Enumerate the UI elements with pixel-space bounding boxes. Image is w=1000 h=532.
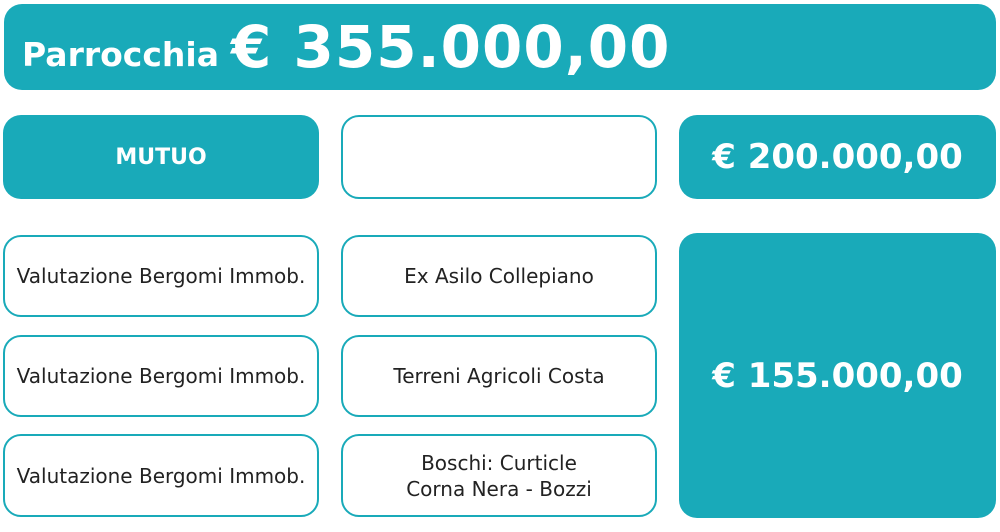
header-amount: € 355.000,00 — [231, 13, 671, 81]
empty-box — [341, 115, 657, 199]
property-line-2: Corna Nera - Bozzi — [406, 476, 592, 501]
property-box-3: Boschi: Curticle Corna Nera - Bozzi — [341, 434, 657, 517]
property-box-2: Terreni Agricoli Costa — [341, 335, 657, 417]
mutuo-box: MUTUO — [3, 115, 319, 199]
valuation-total-box: € 155.000,00 — [679, 233, 996, 518]
property-box-1: Ex Asilo Collepiano — [341, 235, 657, 317]
mutuo-amount-box: € 200.000,00 — [679, 115, 996, 199]
valuation-box-2: Valutazione Bergomi Immob. — [3, 335, 319, 417]
valuation-box-1: Valutazione Bergomi Immob. — [3, 235, 319, 317]
header-box: Parrocchia € 355.000,00 — [4, 4, 996, 90]
property-line-1: Boschi: Curticle — [421, 450, 577, 475]
valuation-box-3: Valutazione Bergomi Immob. — [3, 434, 319, 517]
header-label: Parrocchia — [22, 34, 219, 74]
